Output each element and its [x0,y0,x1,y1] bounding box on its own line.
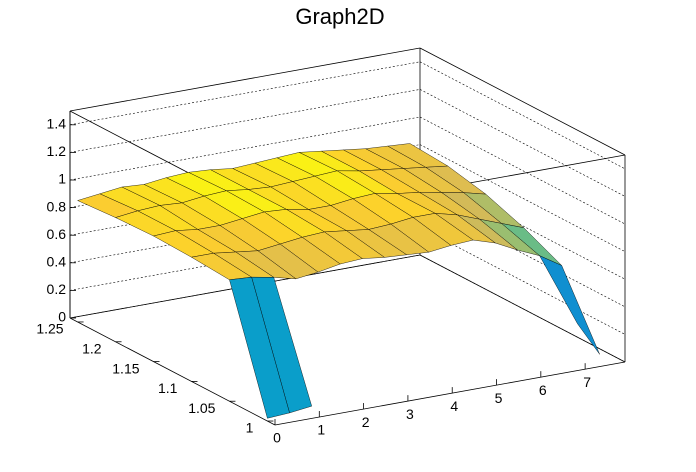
grid-line [419,116,626,225]
grid-line [69,61,421,126]
z-tick-label: 1.4 [47,116,67,132]
x-tick-label: 1 [317,422,325,438]
z-tick-label: 0.2 [47,281,67,297]
y-tick-label: 1.25 [36,321,63,337]
x-tick-label: 5 [495,390,503,406]
grid-line [69,116,421,181]
grid-line [419,144,626,252]
x-tick-label: 7 [583,374,591,390]
y-tick-label: 1 [246,420,254,436]
grid-line [419,227,626,335]
z-tick-label: 1 [58,171,66,187]
grid-line [419,254,626,363]
grid-line [419,89,626,197]
grid-line [419,199,626,308]
y-axis [69,317,276,426]
chart-title: Graph2D [295,4,384,29]
z-tick-label: 0 [58,309,66,325]
grid-line [69,89,421,153]
grid-line [419,171,626,280]
x-tick-label: 3 [406,406,414,422]
x-tick-label: 6 [539,382,547,398]
box-edge [419,47,626,156]
box-edge [69,47,421,112]
y-tick-label: 1.05 [188,400,215,416]
grid-line [419,61,626,170]
z-tick-label: 1.2 [47,143,67,159]
y-tick-label: 1.15 [112,360,139,376]
z-tick-label: 0.4 [47,254,67,270]
z-tick-label: 0.8 [47,198,67,214]
surface-cell [539,255,600,355]
y-tick-label: 1.1 [158,380,178,396]
x-axis [274,361,626,426]
x-tick-label: 4 [450,398,458,414]
z-tick-label: 0.6 [47,226,67,242]
x-tick-label: 0 [273,430,281,446]
surface-cell [229,276,290,419]
x-tick-label: 2 [362,414,370,430]
y-tick-label: 1.2 [82,340,102,356]
